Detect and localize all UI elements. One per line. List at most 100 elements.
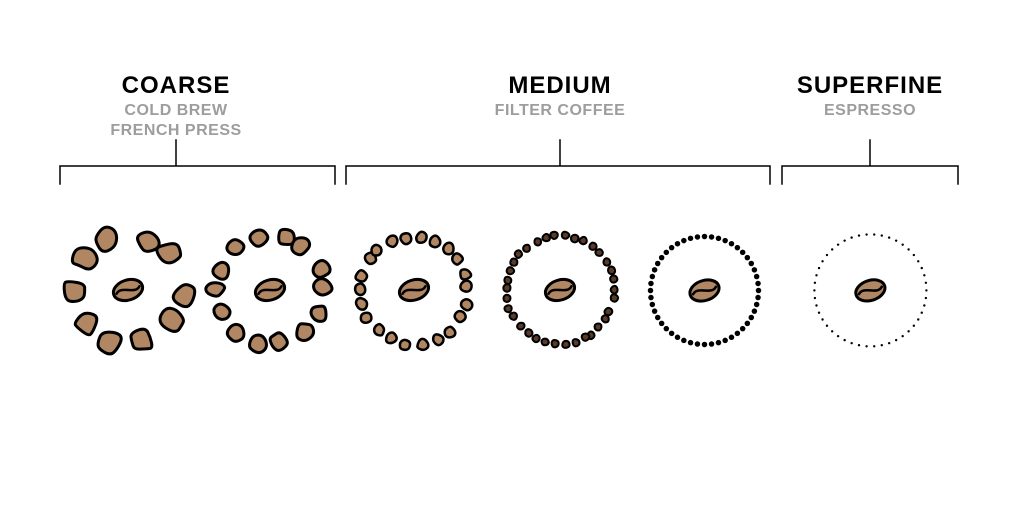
particle — [917, 318, 919, 320]
particle — [843, 239, 845, 241]
particle — [454, 311, 466, 323]
particle — [312, 277, 333, 297]
particle — [895, 339, 897, 341]
particle — [681, 237, 687, 243]
particle — [850, 342, 852, 344]
coarse-bracket — [58, 138, 337, 186]
particle — [817, 311, 819, 313]
particle — [589, 242, 597, 250]
particle — [831, 330, 833, 332]
particle — [550, 231, 559, 240]
particle — [658, 254, 664, 260]
particle — [506, 266, 515, 275]
particle — [415, 337, 430, 352]
particle — [722, 337, 728, 343]
particle — [843, 339, 845, 341]
particle — [753, 301, 759, 307]
particle — [923, 274, 925, 276]
coarse-title: COARSE — [26, 72, 326, 100]
particle — [609, 293, 619, 303]
particle — [825, 253, 827, 255]
particle — [837, 335, 839, 337]
particle — [821, 318, 823, 320]
particle — [385, 233, 400, 248]
particle — [674, 334, 680, 340]
particle — [687, 235, 693, 241]
particle — [370, 244, 383, 257]
particle — [923, 304, 925, 306]
particle — [663, 249, 669, 255]
particle — [310, 305, 328, 324]
particle — [649, 301, 655, 307]
particle — [533, 237, 543, 247]
particle — [359, 310, 374, 325]
particle — [708, 341, 714, 347]
medium-title: MEDIUM — [410, 72, 710, 100]
particle — [157, 305, 187, 334]
particle — [73, 309, 103, 339]
particle — [607, 266, 617, 276]
particle — [428, 234, 442, 249]
grind-g6 — [804, 224, 937, 357]
particle — [647, 287, 653, 293]
particle — [601, 314, 609, 323]
superfine-title: SUPERFINE — [720, 72, 1020, 100]
particle — [651, 267, 657, 273]
particle — [715, 235, 721, 241]
particle — [748, 314, 754, 320]
particle — [734, 330, 740, 336]
particle — [924, 296, 926, 298]
particle — [542, 234, 550, 242]
coarse-subtitle-0: COLD BREW — [26, 102, 326, 120]
coffee-bean-icon — [853, 276, 888, 304]
particle — [715, 339, 721, 345]
particle — [694, 234, 700, 240]
particle — [825, 324, 827, 326]
particle — [532, 334, 541, 342]
particle — [654, 314, 660, 320]
particle — [609, 274, 619, 284]
particle — [293, 320, 317, 344]
particle — [708, 234, 714, 240]
particle — [728, 334, 734, 340]
superfine-subtitle-0: ESPRESSO — [720, 102, 1020, 120]
coffee-bean-icon — [111, 276, 146, 304]
particle — [415, 230, 428, 244]
particle — [920, 266, 922, 268]
particle — [681, 337, 687, 343]
particle — [751, 308, 757, 314]
particle — [755, 280, 761, 286]
particle — [907, 330, 909, 332]
particle — [459, 279, 474, 294]
particle — [572, 339, 579, 347]
particle — [895, 239, 897, 241]
particle — [850, 236, 852, 238]
particle — [373, 324, 385, 337]
particle — [751, 267, 757, 273]
particle — [523, 244, 531, 252]
particle — [865, 233, 867, 235]
particle — [224, 237, 246, 258]
particle — [442, 325, 457, 340]
particle — [399, 231, 413, 246]
particle — [291, 236, 311, 256]
particle — [96, 227, 117, 251]
coffee-bean-icon — [253, 276, 288, 304]
particle — [817, 266, 819, 268]
coffee-bean-icon — [543, 276, 578, 304]
grind-g3 — [340, 216, 488, 364]
particle — [728, 240, 734, 246]
particle — [570, 233, 580, 243]
particle — [249, 335, 266, 353]
particle — [457, 267, 472, 282]
particle — [753, 273, 759, 279]
particle — [901, 335, 903, 337]
medium-bracket — [344, 138, 772, 186]
particle — [648, 294, 654, 300]
particle — [204, 279, 226, 300]
particle — [398, 338, 413, 353]
particle — [813, 289, 815, 291]
grind-g1 — [42, 204, 214, 376]
particle — [649, 273, 655, 279]
particle — [888, 342, 890, 344]
